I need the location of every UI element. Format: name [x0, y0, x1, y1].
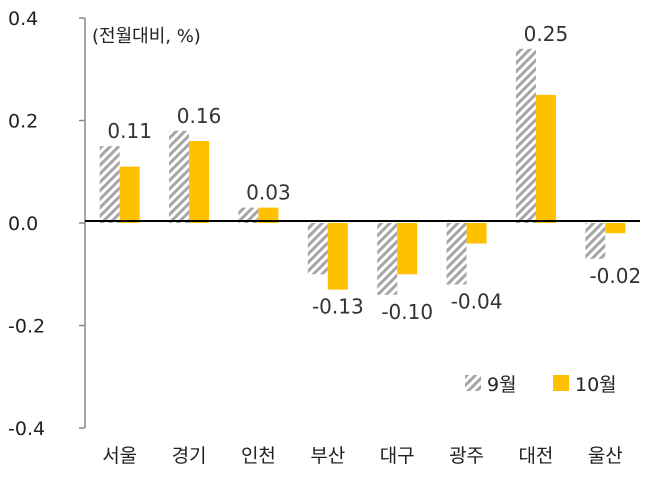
category-label-서울: 서울	[102, 445, 137, 467]
category-label-대구: 대구	[380, 445, 415, 467]
bar-10월-울산	[605, 223, 626, 234]
category-label-부산: 부산	[310, 445, 345, 467]
data-label-인천: 0.03	[246, 181, 291, 205]
category-label-대전: 대전	[518, 445, 553, 467]
data-label-서울: 0.11	[107, 119, 152, 143]
category-label-경기: 경기	[172, 445, 207, 467]
bar-9월-부산	[307, 223, 328, 275]
bar-10월-부산	[327, 223, 348, 290]
bar-9월-울산	[585, 223, 606, 259]
data-label-울산: -0.02	[589, 264, 641, 288]
bar-10월-대구	[397, 223, 418, 275]
data-label-부산: -0.13	[312, 295, 364, 319]
y-tick-label: 0.2	[8, 111, 38, 133]
category-label-인천: 인천	[241, 445, 276, 467]
data-label-광주: -0.04	[451, 290, 503, 314]
bar-10월-대전	[535, 94, 556, 223]
bar-10월-경기	[189, 141, 210, 223]
bar-9월-경기	[169, 130, 190, 223]
legend-label-10월: 10월	[575, 374, 617, 396]
y-tick-label: -0.2	[8, 316, 45, 338]
legend-swatch-9월	[465, 375, 481, 391]
legend-swatch-10월	[553, 375, 569, 391]
bar-9월-인천	[238, 207, 259, 223]
unit-label: (전월대비, %)	[92, 26, 201, 47]
data-label-경기: 0.16	[177, 104, 222, 128]
data-label-대구: -0.10	[381, 300, 433, 324]
y-tick-label: 0.4	[8, 8, 38, 30]
legend: 9월 10월	[465, 374, 617, 396]
bar-9월-대구	[377, 223, 398, 295]
category-label-울산: 울산	[588, 445, 623, 467]
bar-9월-광주	[446, 223, 467, 285]
bar-9월-대전	[515, 48, 536, 223]
bar-10월-광주	[466, 223, 487, 244]
category-label-광주: 광주	[449, 445, 484, 467]
data-label-대전: 0.25	[524, 22, 569, 46]
bar-10월-서울	[119, 166, 140, 223]
y-tick-label: 0.0	[8, 213, 38, 235]
bar-10월-인천	[258, 207, 279, 223]
legend-label-9월: 9월	[487, 374, 517, 396]
y-tick-label: -0.4	[8, 418, 45, 440]
bar-9월-서울	[99, 146, 120, 223]
